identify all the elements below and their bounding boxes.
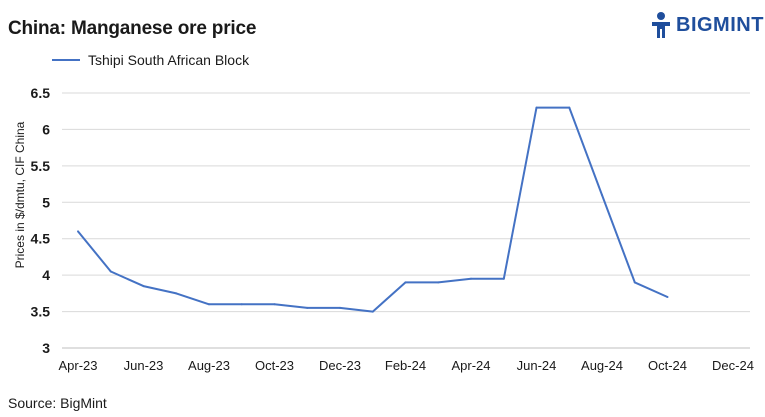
series-line [77,106,668,313]
data-point [437,281,440,284]
data-point [502,277,505,280]
brand-name: BIGMINT [676,13,764,36]
y-tick-label: 4 [42,267,50,283]
data-point [175,292,178,295]
chart-title: China: Manganese ore price [8,18,257,39]
data-point [371,310,374,313]
x-tick-label: Jun-24 [517,358,557,373]
bigmint-logo-icon [652,12,670,38]
data-point [404,281,407,284]
y-tick-label: 4.5 [31,231,51,247]
y-tick-label: 3 [42,340,50,356]
data-point [470,277,472,280]
data-point [208,303,210,306]
y-axis-label: Prices in $/dmtu, CIF China [13,121,27,268]
data-point [273,303,276,306]
x-tick-label: Feb-24 [385,358,426,373]
x-tick-label: Aug-23 [188,358,230,373]
y-tick-label: 5 [42,194,50,210]
chart-legend: Tshipi South African Block [52,52,249,68]
data-point [535,106,538,109]
x-tick-label: Oct-23 [255,358,294,373]
data-point [666,296,669,298]
source-note: Source: BigMint [8,395,107,411]
chart-series [77,106,669,313]
x-tick-label: Aug-24 [581,358,623,373]
data-point [339,306,341,309]
y-tick-label: 6 [42,121,50,137]
x-tick-label: Jun-23 [124,358,164,373]
data-point [109,270,112,273]
y-axis-ticks: 3 3.5 4 4.5 5 5.5 6 6.5 [31,85,51,356]
data-point [601,194,603,196]
y-tick-label: 3.5 [31,304,51,320]
data-point [306,306,309,309]
data-point [142,285,145,288]
y-tick-label: 5.5 [31,158,51,174]
x-tick-label: Dec-24 [712,358,754,373]
data-point [568,106,571,109]
brand-logo: BIGMINT [650,10,764,40]
x-axis-ticks: Apr-23 Jun-23 Aug-23 Oct-23 Dec-23 Feb-24 Apr-… [58,358,753,373]
x-tick-label: Oct-24 [648,358,687,373]
y-tick-label: 6.5 [31,85,51,101]
data-point [240,303,243,306]
x-tick-label: Dec-23 [319,358,361,373]
x-tick-label: Apr-23 [58,358,97,373]
legend-label: Tshipi South African Block [88,52,250,68]
data-point [633,281,636,284]
data-point [77,230,79,233]
chart-grid [62,92,750,349]
x-tick-label: Apr-24 [451,358,490,373]
legend-swatch [52,59,80,61]
